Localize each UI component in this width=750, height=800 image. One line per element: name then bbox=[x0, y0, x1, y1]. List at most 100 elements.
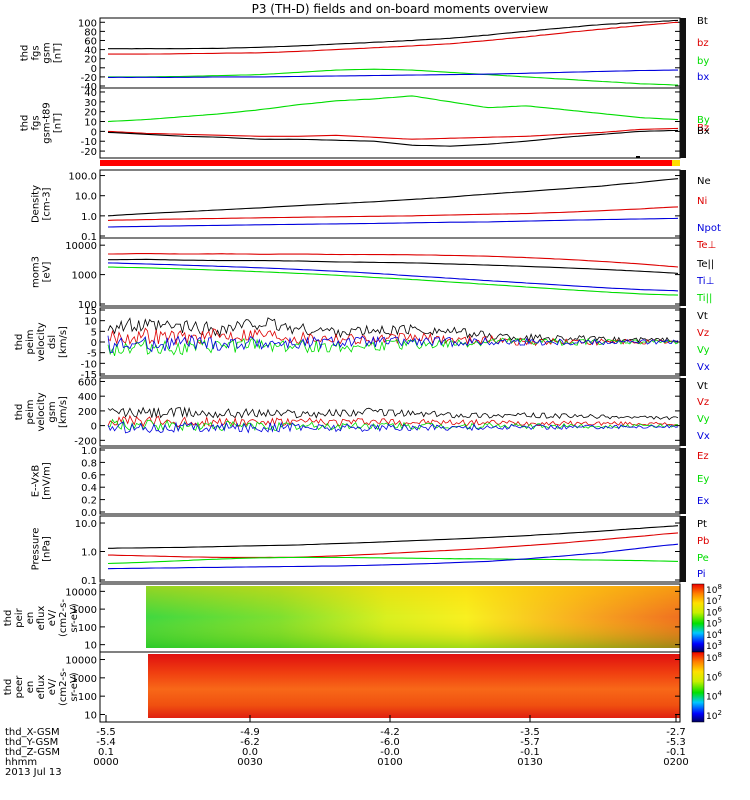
panel-frame bbox=[99, 515, 681, 583]
legend-Ti⊥: Ti⊥ bbox=[696, 276, 714, 287]
y-tick-label: 5 bbox=[91, 327, 97, 338]
panel-frame bbox=[99, 377, 681, 447]
y-tick-label: 0.8 bbox=[81, 458, 97, 469]
series-line-Bx bbox=[107, 129, 679, 147]
y-axis-label-line: peir bbox=[14, 607, 25, 627]
y-axis-label: thdpeimvelocitydsl[km/s] bbox=[14, 322, 69, 361]
y-tick-label: 0 bbox=[91, 338, 97, 349]
series-line-Pt bbox=[108, 525, 679, 549]
legend-Vt: Vt bbox=[697, 381, 708, 392]
edge-strip bbox=[680, 18, 686, 88]
x-tick-label: 0100 bbox=[377, 757, 402, 768]
y-tick-label: 100 bbox=[78, 300, 97, 311]
y-tick-label: -40 bbox=[81, 82, 97, 93]
legend-Vx: Vx bbox=[697, 362, 710, 373]
y-tick-label: -5 bbox=[87, 349, 97, 360]
colorbar-exp: 4 bbox=[717, 690, 722, 698]
panel-frame bbox=[99, 87, 681, 159]
legend-Npot: Npot bbox=[697, 223, 721, 234]
y-tick-label: 40 bbox=[84, 46, 97, 57]
x-tick-label: 0030 bbox=[237, 757, 262, 768]
legend-Pt: Pt bbox=[697, 519, 707, 530]
edge-strip bbox=[680, 308, 686, 376]
legend-Vz: Vz bbox=[697, 328, 709, 339]
y-tick-label: 100.0 bbox=[68, 172, 97, 183]
y-tick-label: 10 bbox=[84, 641, 97, 652]
series-line-By bbox=[107, 95, 679, 123]
y-axis-label-line: sr-eV) bbox=[69, 603, 80, 632]
legend-Vx: Vx bbox=[697, 431, 710, 442]
series-line-Vt bbox=[107, 317, 679, 344]
edge-strip bbox=[680, 378, 686, 446]
y-tick-label: 10000 bbox=[65, 241, 97, 252]
legend-Te⊥: Te⊥ bbox=[696, 240, 716, 251]
x-tick-label: -6.0 bbox=[380, 737, 400, 748]
edge-strip bbox=[680, 170, 686, 238]
y-axis-label-line: velocity bbox=[36, 322, 47, 361]
edge-strip bbox=[680, 448, 686, 514]
y-axis-label-line: eflux bbox=[36, 675, 47, 700]
legend-Vt: Vt bbox=[697, 311, 708, 322]
series-line-Pi bbox=[107, 543, 679, 570]
panel-10: 108 106 104 102 10000 1000 100 10 thdpeereneflux… bbox=[3, 651, 722, 723]
y-tick-label: 10 bbox=[84, 710, 97, 721]
y-axis-label-line: eflux bbox=[36, 606, 47, 631]
series-line-Vx bbox=[107, 421, 679, 434]
y-axis-label-line: sr-eV) bbox=[69, 672, 80, 701]
y-tick-label: 10000 bbox=[65, 587, 97, 598]
y-axis-label: mom3[eV] bbox=[31, 256, 53, 288]
series-line-Pb bbox=[108, 532, 679, 558]
y-tick-label: 0.6 bbox=[81, 471, 97, 482]
colorbar-exp: 7 bbox=[717, 594, 721, 602]
colorbar-exp: 4 bbox=[717, 628, 722, 636]
legend-Pi: Pi bbox=[697, 569, 706, 580]
y-axis-label-line: peer bbox=[14, 675, 25, 699]
y-axis-label: thdpeerenefluxeV/(cm2-s-sr-eV) bbox=[3, 668, 80, 706]
y-axis-label-line: gsm bbox=[42, 42, 53, 63]
y-tick-label: 0.1 bbox=[81, 232, 97, 243]
legend-Vz: Vz bbox=[697, 397, 709, 408]
x-tick-label: -4.2 bbox=[380, 727, 400, 738]
legend-Ez: Ez bbox=[697, 451, 709, 462]
y-tick-label: 30 bbox=[84, 98, 97, 109]
y-axis-label-line: fgs bbox=[31, 45, 42, 60]
y-tick-label: 0 bbox=[91, 127, 97, 138]
y-tick-label: 20 bbox=[84, 108, 97, 119]
y-axis-label-line: thd bbox=[3, 679, 14, 696]
y-tick-label: -20 bbox=[81, 147, 97, 158]
y-tick-label: 100 bbox=[78, 692, 97, 703]
x-tick-label: -0.1 bbox=[520, 747, 540, 758]
x-tick-label: -0.1 bbox=[666, 747, 686, 758]
y-axis-label-line: en bbox=[25, 681, 36, 694]
y-axis-label-line: thd bbox=[14, 404, 25, 421]
colorbar-exp: 3 bbox=[717, 639, 721, 647]
y-axis-label-line: thd bbox=[3, 610, 14, 627]
colorbar-exp: 6 bbox=[717, 670, 722, 678]
x-row-label: thd_Y-GSM bbox=[5, 737, 58, 748]
y-tick-label: -10 bbox=[81, 359, 97, 370]
x-tick-label: -0.0 bbox=[380, 747, 400, 758]
y-tick-label: -200 bbox=[74, 436, 97, 447]
y-tick-label: 600 bbox=[78, 377, 97, 388]
panel-9: 10810710610510410310000100010010thdpeire… bbox=[3, 583, 722, 653]
x-tick-label: -5.3 bbox=[666, 737, 686, 748]
legend-Pe: Pe bbox=[697, 553, 709, 564]
x-tick-label: 0.0 bbox=[242, 747, 258, 758]
series-line-Bz bbox=[107, 127, 679, 140]
y-axis-label: Pressure[nPa] bbox=[31, 528, 53, 571]
y-axis-label-line: [nT] bbox=[53, 43, 64, 63]
x-tick-label: 0.1 bbox=[98, 747, 114, 758]
y-axis-label: thdpeimvelocitygsm[km/s] bbox=[14, 392, 69, 431]
y-tick-label: 10.0 bbox=[75, 192, 97, 203]
y-axis-label-line: dsl bbox=[47, 335, 58, 349]
y-axis-label: E--VxB[mV/m] bbox=[31, 462, 53, 500]
panel-3: 100.0 10.0 1.0 0.1 Density[cm-3] Ne Ni Npot bbox=[31, 169, 721, 243]
y-axis-label-line: [km/s] bbox=[58, 396, 69, 428]
y-tick-label: 10 bbox=[84, 118, 97, 129]
panel-frame bbox=[99, 447, 681, 515]
y-tick-label: 100 bbox=[78, 18, 97, 29]
colorbar-exp: 8 bbox=[717, 651, 721, 659]
legend-bx: bx bbox=[697, 72, 709, 83]
